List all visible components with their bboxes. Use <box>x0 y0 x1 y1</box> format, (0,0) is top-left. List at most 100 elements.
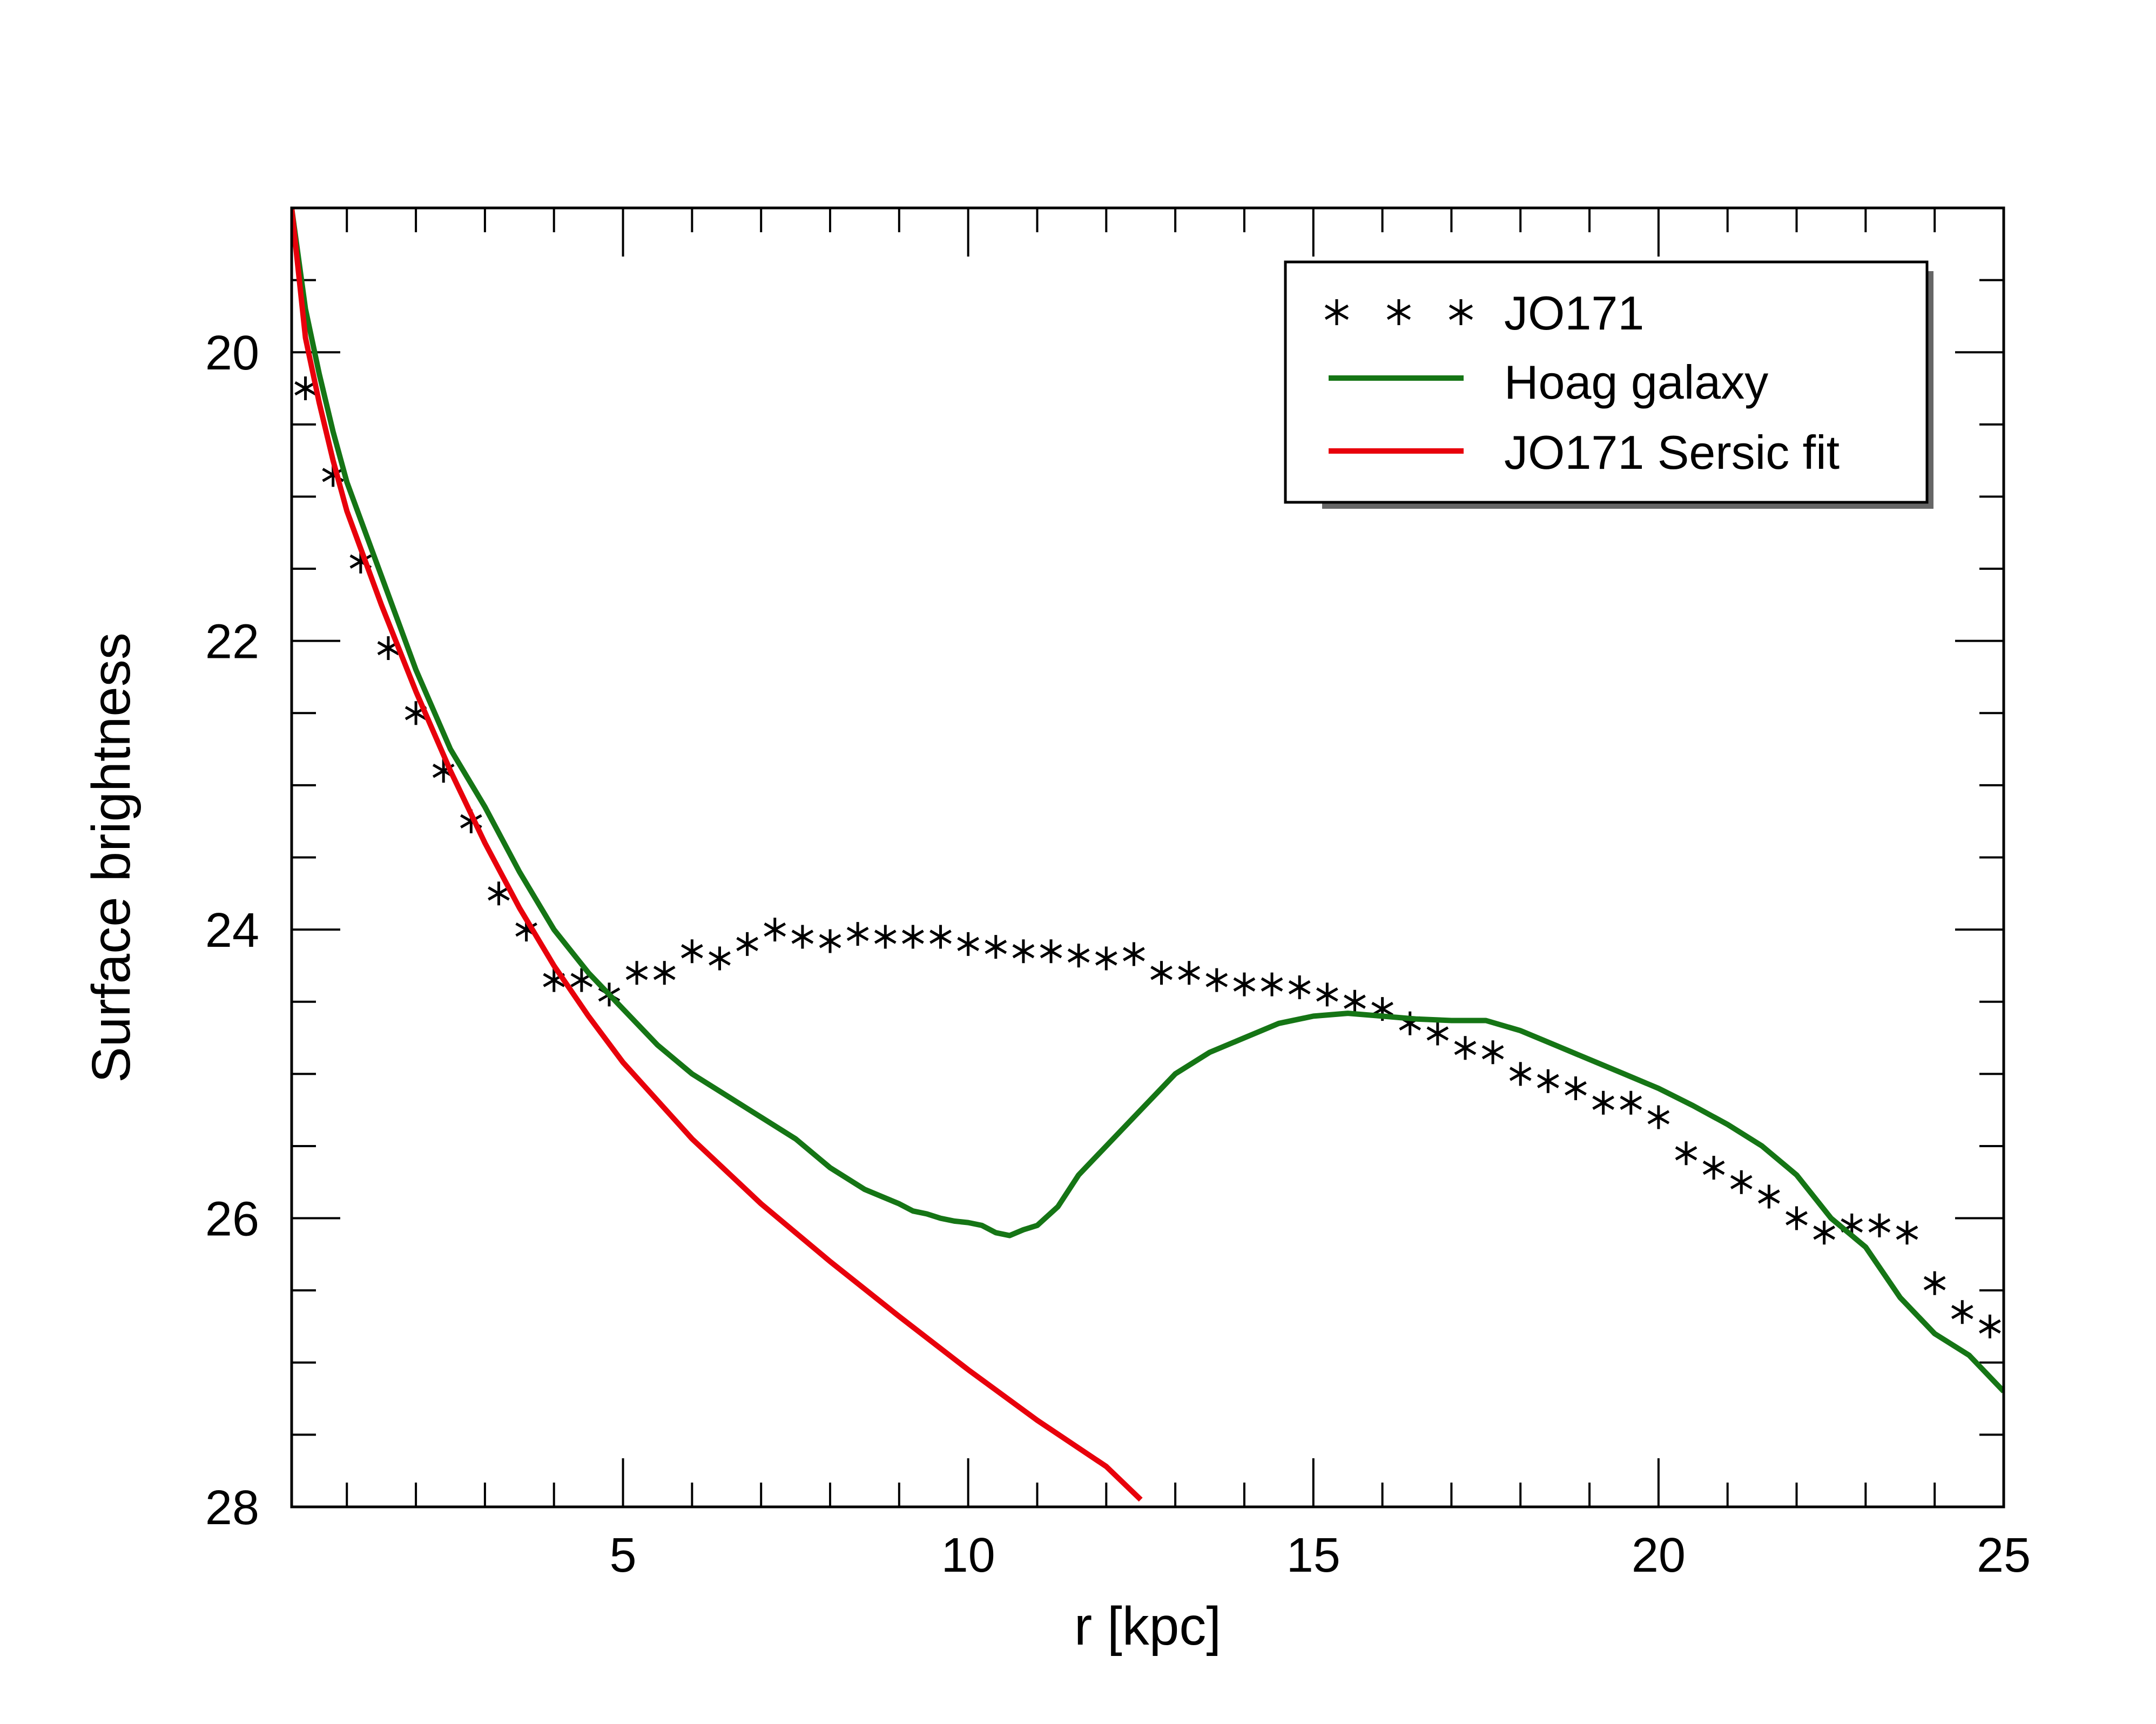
data-point-jo171 <box>902 925 924 949</box>
data-point-jo171 <box>1813 1221 1835 1245</box>
asterisk-stroke <box>902 930 924 944</box>
y-tick-label: 22 <box>205 615 259 669</box>
data-point-jo171 <box>1205 968 1228 992</box>
asterisk-stroke <box>1371 1001 1393 1016</box>
asterisk-stroke <box>736 937 758 951</box>
x-tick-label: 20 <box>1632 1528 1686 1582</box>
asterisk-stroke <box>957 937 979 951</box>
asterisk-stroke <box>1426 1026 1449 1041</box>
y-tick-label: 20 <box>205 326 259 380</box>
data-point-jo171 <box>764 918 786 942</box>
asterisk-stroke <box>1896 1225 1918 1240</box>
asterisk-stroke <box>1095 951 1117 966</box>
asterisk-stroke <box>1067 948 1090 963</box>
asterisk-stroke <box>1316 987 1338 1002</box>
legend-asterisk <box>1324 299 1349 325</box>
asterisk-stroke <box>1288 980 1311 995</box>
series-line-jo171-sersic-fit <box>292 208 1143 1502</box>
x-tick-label: 15 <box>1286 1528 1340 1582</box>
asterisk-stroke <box>764 922 786 937</box>
data-point-jo171 <box>846 922 869 946</box>
asterisk-stroke <box>1123 947 1145 961</box>
asterisk-stroke <box>625 966 648 980</box>
asterisk-stroke <box>1730 1175 1753 1189</box>
data-point-jo171 <box>819 929 841 953</box>
asterisk-stroke <box>1786 1211 1808 1225</box>
data-point-jo171 <box>1426 1021 1449 1046</box>
data-point-jo171 <box>1675 1141 1697 1166</box>
asterisk-stroke <box>488 886 510 901</box>
asterisk-stroke <box>1448 304 1473 320</box>
asterisk-stroke <box>1205 973 1228 987</box>
x-axis-title: r [kpc] <box>1074 1596 1221 1656</box>
asterisk-stroke <box>1481 1045 1504 1060</box>
asterisk-stroke <box>1537 1074 1559 1088</box>
series-line-hoag-galaxy <box>292 208 2004 1393</box>
data-point-jo171 <box>1233 972 1256 996</box>
asterisk-stroke <box>1702 1160 1725 1175</box>
data-point-jo171 <box>1481 1040 1504 1065</box>
asterisk-stroke <box>1178 966 1200 980</box>
asterisk-stroke <box>1647 1110 1670 1124</box>
data-point-jo171 <box>1537 1069 1559 1093</box>
legend-label-sersic: JO171 Sersic fit <box>1504 426 1840 479</box>
x-tick-label: 10 <box>941 1528 995 1582</box>
series-markers-jo171 <box>294 376 2001 1338</box>
asterisk-stroke <box>1454 1041 1477 1055</box>
data-point-jo171 <box>1067 944 1090 968</box>
data-point-jo171 <box>1565 1076 1587 1101</box>
asterisk-stroke <box>1386 304 1411 320</box>
asterisk-stroke <box>985 940 1007 954</box>
data-point-jo171 <box>1786 1206 1808 1230</box>
data-point-jo171 <box>929 925 952 949</box>
asterisk-stroke <box>1979 1319 2001 1334</box>
data-point-jo171 <box>874 925 897 949</box>
data-point-jo171 <box>1095 946 1117 971</box>
x-tick-label: 5 <box>610 1528 637 1582</box>
legend-label-jo171: JO171 <box>1504 286 1644 340</box>
plot-frame <box>290 206 2005 1508</box>
data-series <box>292 208 2004 1502</box>
x-tick-label: 25 <box>1977 1528 2031 1582</box>
data-point-jo171 <box>1730 1170 1753 1194</box>
legend-jo171-marker <box>1324 299 1473 325</box>
data-point-jo171 <box>653 961 676 985</box>
data-point-jo171 <box>709 946 731 971</box>
data-point-jo171 <box>488 881 510 906</box>
data-point-jo171 <box>681 939 703 964</box>
asterisk-stroke <box>1233 977 1256 992</box>
asterisk-stroke <box>791 930 814 944</box>
data-point-jo171 <box>1261 972 1283 996</box>
asterisk-stroke <box>1758 1189 1780 1204</box>
legend-asterisk <box>1448 299 1473 325</box>
y-tick-label: 24 <box>205 904 259 958</box>
axis-ticks <box>292 208 2005 1508</box>
legend: JO171 Hoag galaxy JO171 Sersic fit <box>1284 260 1933 509</box>
asterisk-stroke <box>1620 1095 1642 1110</box>
data-point-jo171 <box>1979 1314 2001 1338</box>
data-point-jo171 <box>1344 989 1366 1014</box>
data-point-jo171 <box>1896 1221 1918 1245</box>
data-point-jo171 <box>1178 961 1200 985</box>
asterisk-stroke <box>1509 1067 1532 1081</box>
data-point-jo171 <box>1702 1156 1725 1180</box>
data-point-jo171 <box>1923 1271 1946 1295</box>
asterisk-stroke <box>709 951 731 966</box>
asterisk-stroke <box>1324 304 1349 320</box>
asterisk-stroke <box>1261 977 1283 992</box>
data-point-jo171 <box>1040 939 1062 964</box>
y-tick-label: 28 <box>205 1481 259 1535</box>
asterisk-stroke <box>1675 1146 1697 1161</box>
data-point-jo171 <box>1316 982 1338 1007</box>
asterisk-stroke <box>681 944 703 959</box>
tick-labels: 5 10 15 20 25 20 22 24 26 28 <box>205 326 2031 1582</box>
data-point-jo171 <box>1620 1090 1642 1115</box>
asterisk-stroke <box>1150 966 1173 980</box>
asterisk-stroke <box>570 973 593 987</box>
asterisk-stroke <box>1923 1276 1946 1290</box>
data-point-jo171 <box>1509 1062 1532 1086</box>
data-point-jo171 <box>625 961 648 985</box>
asterisk-stroke <box>846 926 869 941</box>
asterisk-stroke <box>1592 1095 1614 1110</box>
